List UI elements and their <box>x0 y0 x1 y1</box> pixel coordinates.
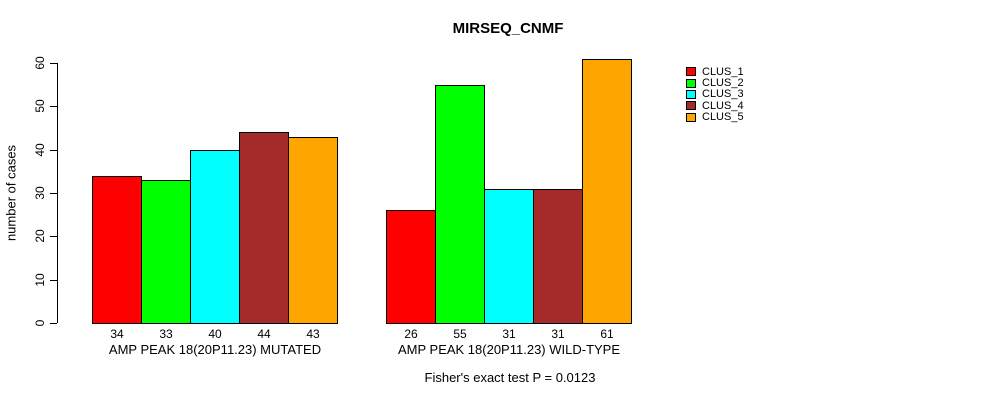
legend-label: CLUS_4 <box>702 99 744 112</box>
legend-label: CLUS_5 <box>702 111 744 124</box>
chart-title: MIRSEQ_CNMF <box>452 20 564 37</box>
legend-item: CLUS_2 <box>686 77 744 90</box>
bar-s1-g1 <box>92 176 142 324</box>
bar-s3-g2 <box>484 189 534 324</box>
bar-value-label: 44 <box>257 327 271 341</box>
legend-label: CLUS_1 <box>702 65 744 78</box>
legend-item: CLUS_1 <box>686 65 744 78</box>
bar-value-label: 26 <box>404 327 418 341</box>
legend-item: CLUS_3 <box>686 88 744 101</box>
y-axis-tick <box>50 236 57 237</box>
y-tick-label: 50 <box>33 99 47 113</box>
category-label: AMP PEAK 18(20P11.23) WILD-TYPE <box>397 342 621 357</box>
y-tick-label: 60 <box>33 56 47 70</box>
legend-swatch-icon <box>686 112 696 122</box>
legend-swatch-icon <box>686 78 696 88</box>
y-tick-label: 0 <box>33 319 47 327</box>
y-axis-tick <box>50 323 57 324</box>
bar-s2-g2 <box>435 85 485 324</box>
bar-value-label: 33 <box>159 327 173 341</box>
y-axis-line <box>57 63 58 323</box>
y-axis-tick <box>50 193 57 194</box>
bar-value-label: 31 <box>551 327 565 341</box>
bar-s3-g1 <box>190 150 240 324</box>
bar-s5-g1 <box>288 137 338 324</box>
y-axis-tick <box>50 106 57 107</box>
y-tick-label: 10 <box>33 273 47 287</box>
bar-value-label: 31 <box>502 327 516 341</box>
legend-swatch-icon <box>686 67 696 77</box>
bar-value-label: 40 <box>208 327 222 341</box>
annotation-text: Fisher's exact test P = 0.0123 <box>424 370 596 385</box>
y-tick-label: 20 <box>33 229 47 243</box>
legend-item: CLUS_4 <box>686 99 744 112</box>
bar-s4-g2 <box>533 189 583 324</box>
legend: CLUS_1 CLUS_2 CLUS_3 CLUS_4 CLUS_5 <box>686 66 744 123</box>
y-tick-label: 40 <box>33 143 47 157</box>
bar-s1-g2 <box>386 210 436 324</box>
y-tick-label: 30 <box>33 186 47 200</box>
legend-swatch-icon <box>686 89 696 99</box>
bar-s5-g2 <box>582 59 632 324</box>
category-label: AMP PEAK 18(20P11.23) MUTATED <box>108 342 322 357</box>
bar-value-label: 55 <box>453 327 467 341</box>
y-axis-tick <box>50 280 57 281</box>
bar-s2-g1 <box>141 180 191 324</box>
legend-swatch-icon <box>686 101 696 111</box>
legend-label: CLUS_3 <box>702 88 744 101</box>
bar-s4-g1 <box>239 132 289 324</box>
bar-value-label: 61 <box>600 327 614 341</box>
y-axis-tick <box>50 150 57 151</box>
bar-value-label: 34 <box>110 327 124 341</box>
y-axis-tick <box>50 63 57 64</box>
legend-item: CLUS_5 <box>686 111 744 124</box>
bar-value-label: 43 <box>306 327 320 341</box>
y-axis-label: number of cases <box>3 144 19 242</box>
legend-label: CLUS_2 <box>702 77 744 90</box>
